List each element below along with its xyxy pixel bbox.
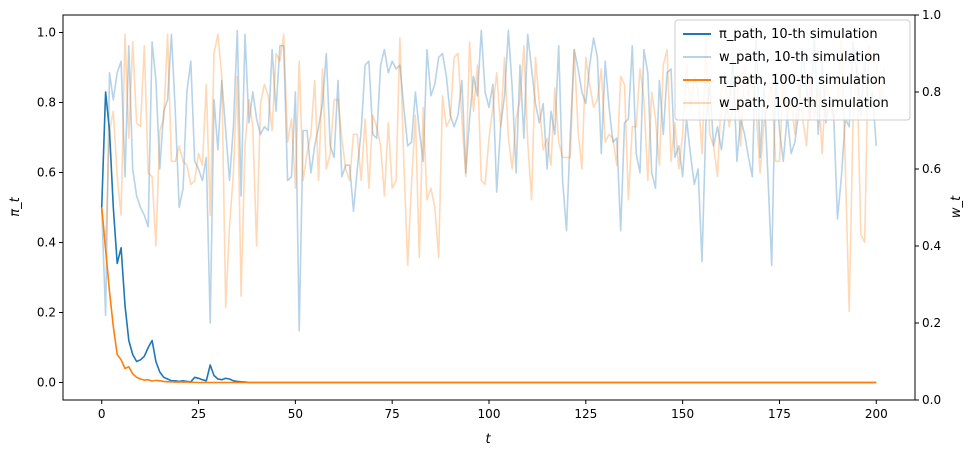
series-line-1 (100, 29, 878, 332)
x-axis-label: t (485, 432, 491, 447)
plot-lines (100, 29, 885, 384)
legend-label: w_path, 100-th simulation (719, 96, 889, 111)
y-left-tick-label: 0.0 (37, 376, 56, 390)
x-tick-label: 200 (865, 407, 888, 421)
legend-label: π_path, 100-th simulation (719, 73, 886, 88)
y-right-tick-label: 0.2 (922, 316, 941, 330)
x-tick-label: 0 (98, 407, 106, 421)
y-axis-left-label: π_t (8, 196, 23, 216)
series-line-2 (100, 207, 877, 384)
x-tick-label: 100 (478, 407, 501, 421)
y-right-tick-label: 0.8 (922, 85, 941, 99)
x-tick-label: 150 (671, 407, 694, 421)
y-right-tick-label: 0.0 (922, 393, 941, 407)
x-tick-label: 75 (385, 407, 400, 421)
y-left-tick-label: 0.8 (37, 96, 56, 110)
y-axis-right-label: w_t (949, 195, 964, 218)
y-axis-left: 0.0 0.2 0.4 0.6 0.8 1.0 (37, 26, 63, 390)
x-tick-label: 175 (768, 407, 791, 421)
x-tick-label: 25 (191, 407, 206, 421)
y-right-tick-label: 0.4 (922, 239, 941, 253)
y-left-tick-label: 0.6 (37, 166, 56, 180)
y-left-tick-label: 0.4 (37, 236, 56, 250)
y-left-tick-label: 0.2 (37, 306, 56, 320)
legend-label: π_path, 10-th simulation (719, 27, 878, 42)
y-left-tick-label: 1.0 (37, 26, 56, 40)
y-right-tick-label: 1.0 (922, 8, 941, 22)
legend: π_path, 10-th simulation w_path, 10-th si… (674, 19, 911, 121)
y-right-tick-label: 0.6 (922, 162, 941, 176)
x-tick-label: 50 (288, 407, 303, 421)
x-tick-label: 125 (574, 407, 597, 421)
x-axis: 0 25 50 75 100 125 150 175 200 (98, 400, 888, 421)
y-axis-right: 0.0 0.2 0.4 0.6 0.8 1.0 (915, 8, 941, 407)
legend-label: w_path, 10-th simulation (719, 50, 880, 65)
legend-box (674, 19, 911, 121)
